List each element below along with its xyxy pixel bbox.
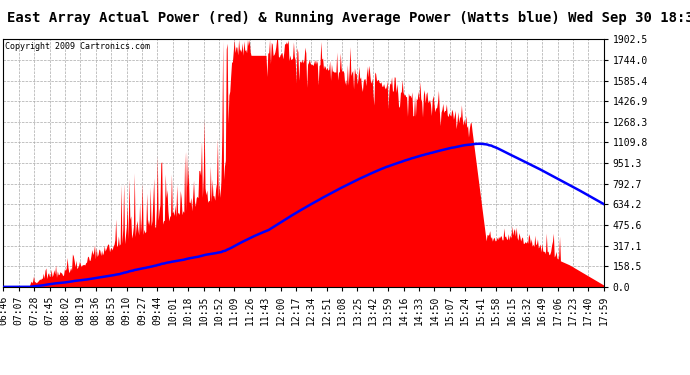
Text: East Array Actual Power (red) & Running Average Power (Watts blue) Wed Sep 30 18: East Array Actual Power (red) & Running …	[7, 11, 690, 26]
Text: Copyright 2009 Cartronics.com: Copyright 2009 Cartronics.com	[5, 42, 150, 51]
